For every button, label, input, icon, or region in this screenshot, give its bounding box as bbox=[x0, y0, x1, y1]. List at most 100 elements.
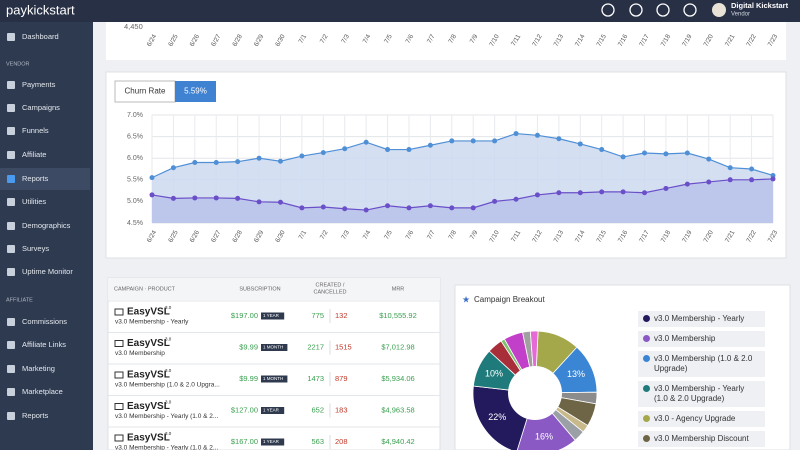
sidebar-item[interactable]: Uptime Monitor bbox=[22, 267, 73, 276]
point bbox=[513, 196, 519, 202]
th: SUBSCRIPTION bbox=[239, 286, 280, 292]
point bbox=[256, 155, 262, 161]
sidebar-item[interactable]: Commissions bbox=[22, 317, 67, 326]
point bbox=[256, 199, 262, 205]
top-x-tick-label: 7/8 bbox=[447, 33, 458, 45]
mrr: $5,934.06 bbox=[381, 374, 414, 383]
price: $9.99 bbox=[239, 342, 258, 351]
sidebar-icon bbox=[7, 365, 15, 373]
point bbox=[470, 138, 476, 144]
point bbox=[213, 195, 219, 201]
point bbox=[663, 151, 669, 157]
churn-value-bg bbox=[175, 81, 216, 102]
point bbox=[556, 136, 562, 142]
churn-label: Churn Rate bbox=[125, 87, 166, 96]
sidebar-item[interactable]: Payments bbox=[22, 80, 56, 89]
legend-entry: v3.0 Membership - Yearly (1.0 & 2.0 Upgr… bbox=[638, 381, 765, 407]
sidebar-item[interactable]: Campaigns bbox=[22, 103, 60, 112]
legend-entry: v3.0 Membership bbox=[638, 331, 765, 347]
brand-icon bbox=[114, 403, 124, 410]
sidebar-item[interactable]: Reports bbox=[22, 174, 49, 183]
point bbox=[492, 138, 498, 144]
point bbox=[749, 166, 755, 172]
topbar-icon bbox=[601, 3, 615, 17]
sidebar-icon bbox=[7, 104, 15, 112]
brand: EasyVSL bbox=[127, 338, 170, 349]
point bbox=[534, 132, 540, 138]
price: $197.00 bbox=[231, 311, 258, 320]
sidebar-icon bbox=[7, 318, 15, 326]
point bbox=[577, 190, 583, 196]
th: CREATED / bbox=[316, 282, 345, 288]
created: 563 bbox=[311, 437, 324, 446]
pie-legend: v3.0 Membership - Yearly v3.0 Membership v… bbox=[638, 311, 765, 450]
pie-hole bbox=[508, 366, 562, 420]
top-x-tick-label: 7/1 bbox=[298, 33, 309, 45]
point bbox=[320, 204, 326, 210]
x-tick-label: 7/8 bbox=[447, 229, 458, 241]
legend-text: v3.0 Membership bbox=[654, 334, 716, 343]
sidebar-item[interactable]: Funnels bbox=[22, 126, 49, 135]
point bbox=[727, 165, 733, 171]
sidebar-item[interactable]: Marketing bbox=[22, 364, 55, 373]
created: 652 bbox=[311, 405, 324, 414]
point bbox=[170, 165, 176, 171]
brand-version: 3.0 bbox=[165, 368, 172, 373]
legend-swatch bbox=[643, 315, 650, 322]
top-card bbox=[106, 22, 786, 60]
topbar bbox=[0, 0, 800, 22]
cancelled: 132 bbox=[335, 311, 348, 320]
brand-version: 3.0 bbox=[165, 337, 172, 342]
mrr: $7,012.98 bbox=[381, 342, 414, 351]
pie-label: 13% bbox=[567, 369, 585, 379]
sidebar-item[interactable]: Affiliate bbox=[22, 150, 46, 159]
th: MRR bbox=[392, 286, 405, 292]
period: 1 MONTH bbox=[263, 345, 283, 350]
product: v3.0 Membership - Yearly (1.0 & 2... bbox=[115, 413, 219, 420]
point bbox=[556, 190, 562, 196]
point bbox=[299, 153, 305, 159]
sidebar-item[interactable]: Marketplace bbox=[22, 387, 63, 396]
sidebar-item[interactable]: Demographics bbox=[22, 221, 71, 230]
x-tick-label: 7/4 bbox=[362, 229, 373, 241]
brand-icon bbox=[114, 340, 124, 347]
sidebar-item[interactable]: Utilities bbox=[22, 197, 46, 206]
point bbox=[684, 181, 690, 187]
pie-slice bbox=[529, 330, 539, 394]
series-line bbox=[151, 178, 774, 211]
point bbox=[534, 192, 540, 198]
period-badge bbox=[261, 375, 288, 383]
point bbox=[642, 190, 648, 196]
sidebar-item[interactable]: Surveys bbox=[22, 244, 49, 253]
avatar bbox=[712, 3, 726, 17]
created: 1473 bbox=[307, 374, 324, 383]
legend-entry: v3.0 Membership Discount bbox=[638, 431, 765, 447]
legend-entry: v3.0 Membership (1.0 & 2.0 Upgrade) bbox=[638, 351, 765, 377]
topbar-icon bbox=[629, 3, 643, 17]
legend-swatch bbox=[643, 435, 650, 442]
sidebar-item[interactable]: Reports bbox=[22, 411, 49, 420]
point bbox=[599, 189, 605, 195]
brand-version: 3.0 bbox=[165, 400, 172, 405]
point bbox=[770, 172, 776, 178]
y-tick-label: 6.0% bbox=[127, 155, 143, 162]
sidebar-icon bbox=[7, 245, 15, 253]
period-badge bbox=[261, 344, 288, 351]
brand: EasyVSL bbox=[127, 401, 170, 412]
mrr: $4,963.58 bbox=[381, 405, 414, 414]
point bbox=[427, 142, 433, 148]
point bbox=[385, 147, 391, 153]
mrr: $4,940.42 bbox=[381, 437, 414, 446]
point bbox=[449, 138, 455, 144]
point bbox=[277, 158, 283, 164]
point bbox=[320, 150, 326, 156]
sidebar-icon bbox=[7, 412, 15, 420]
product: v3.0 Membership - Yearly (1.0 & 2... bbox=[115, 445, 219, 450]
sidebar-item[interactable]: Dashboard bbox=[22, 32, 59, 41]
legend-swatch bbox=[643, 385, 650, 392]
sidebar-item[interactable]: Affiliate Links bbox=[22, 340, 66, 349]
legend-text: v3.0 Membership - Yearly bbox=[654, 314, 745, 323]
product: v3.0 Membership - Yearly bbox=[115, 319, 189, 326]
period-badge bbox=[261, 407, 285, 414]
